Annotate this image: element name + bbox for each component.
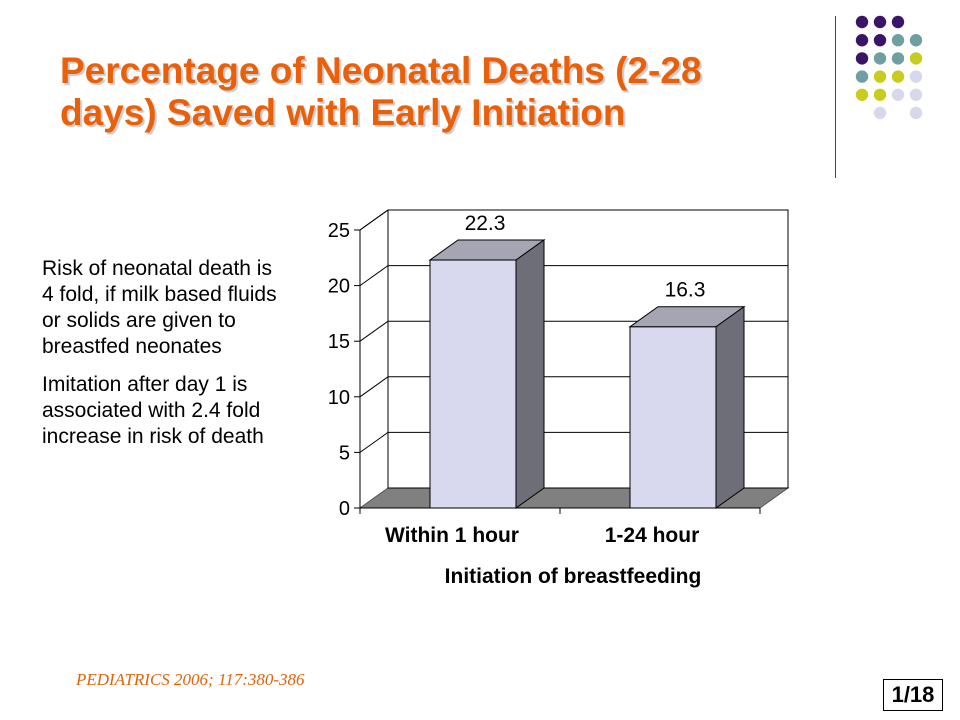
bullet-list: Risk of neonatal death is 4 fold, if mil… <box>42 256 287 462</box>
gridline-side <box>359 265 389 287</box>
decor-dot <box>855 15 869 29</box>
decor-dot <box>873 88 887 102</box>
decor-dot <box>891 15 905 29</box>
y-tick-label: 25 <box>328 220 350 242</box>
title-line-2: days) Saved with Early Initiation <box>60 92 626 133</box>
decor-dot <box>855 34 869 47</box>
decor-dot <box>873 52 887 65</box>
decor-dot <box>909 106 923 120</box>
y-tick-label: 5 <box>339 442 350 464</box>
decor-dot <box>891 34 905 47</box>
x-category-label: 1-24 hour <box>605 524 700 547</box>
bar-1 <box>428 239 546 509</box>
bar-side <box>715 305 745 509</box>
bar-2 <box>628 305 746 509</box>
decor-dot <box>909 70 923 83</box>
decor-dot <box>855 52 869 65</box>
bar-side <box>515 239 545 509</box>
decor-dot <box>855 70 869 83</box>
decor-dot <box>855 88 869 102</box>
decor-dot <box>891 88 905 102</box>
decor-dot <box>909 52 923 65</box>
decor-dot <box>873 106 887 120</box>
slide-title: Percentage of Neonatal Deaths (2-28 days… <box>60 50 820 134</box>
y-tick-label: 0 <box>339 498 350 520</box>
x-axis-title: Initiation of breastfeeding <box>445 565 702 588</box>
title-line-1: Percentage of Neonatal Deaths (2-28 <box>60 50 702 91</box>
gridline-side <box>359 431 389 453</box>
gridline-side <box>359 320 389 342</box>
bullet-item: Risk of neonatal death is 4 fold, if mil… <box>42 257 277 358</box>
decor-dot <box>909 34 923 47</box>
gridline-side <box>359 376 389 398</box>
bullet-item: Imitation after day 1 is associated with… <box>42 373 264 448</box>
x-category-label: Within 1 hour <box>385 524 519 547</box>
citation: PEDIATRICS 2006; 117:380-386 <box>76 670 305 689</box>
y-tick-label: 15 <box>328 331 350 353</box>
decor-dot <box>873 70 887 83</box>
data-label: 16.3 <box>665 279 706 302</box>
decor-dot <box>873 15 887 29</box>
y-tick-label: 10 <box>328 387 350 409</box>
page-number: 1/18 <box>883 679 943 711</box>
decor-dot <box>891 70 905 83</box>
decor-dot <box>873 34 887 47</box>
gridline-side <box>359 209 389 231</box>
decor-dot <box>909 88 923 102</box>
data-label: 22.3 <box>465 212 506 235</box>
decor-dot <box>891 52 905 65</box>
y-tick-label: 20 <box>328 276 350 298</box>
bar-front <box>629 326 717 509</box>
chart-side-wall <box>359 209 389 508</box>
decor-dot-grid <box>855 15 923 120</box>
decor-divider <box>835 16 836 178</box>
bar-front <box>429 259 517 509</box>
